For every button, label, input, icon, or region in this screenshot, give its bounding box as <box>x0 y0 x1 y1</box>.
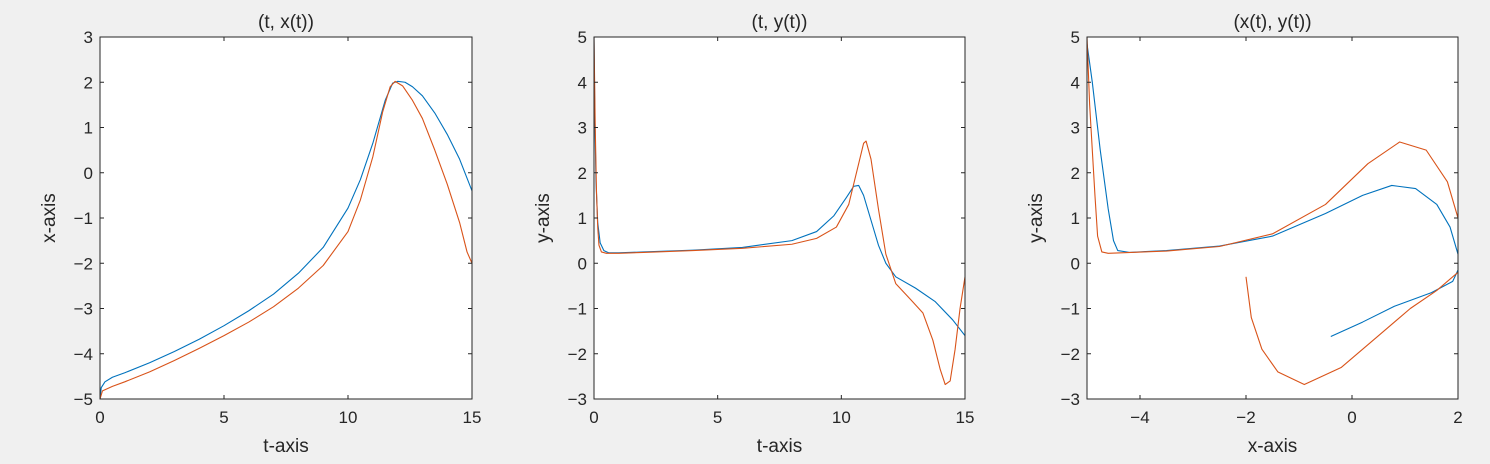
axis-ticks: 0 5 10 15 −3 −2 −1 0 1 2 3 4 5 <box>568 28 975 427</box>
subplot-title: (t, y(t)) <box>752 12 808 33</box>
y-tick-label: −2 <box>1061 345 1080 364</box>
y-tick-label: 2 <box>578 164 587 183</box>
series-lines <box>1087 37 1458 386</box>
x-tick-label: 2 <box>1453 408 1462 427</box>
y-tick-label: −3 <box>568 390 587 409</box>
x-tick-label: −2 <box>1236 408 1255 427</box>
y-tick-label: −1 <box>1061 300 1080 319</box>
x-tick-label: 0 <box>1347 408 1356 427</box>
series-line-2 <box>1087 37 1458 386</box>
y-tick-label: 1 <box>578 209 587 228</box>
x-axis-label: t-axis <box>757 436 802 457</box>
axis-ticks: −4 −2 0 2 −3 −2 −1 0 1 2 3 4 5 <box>1061 28 1463 427</box>
y-tick-label: 0 <box>578 254 587 273</box>
axes-background <box>1087 37 1458 399</box>
y-tick-label: −5 <box>74 390 93 409</box>
y-tick-label: 0 <box>1071 254 1080 273</box>
x-axis-label: t-axis <box>263 436 308 457</box>
x-axis-label: x-axis <box>1248 436 1298 457</box>
y-tick-label: 0 <box>84 164 93 183</box>
series-line-2 <box>100 80 472 399</box>
y-tick-label: 3 <box>1071 119 1080 138</box>
x-tick-label: 0 <box>589 408 598 427</box>
series-lines <box>594 37 965 386</box>
y-axis-label: y-axis <box>533 193 554 243</box>
x-tick-label: 0 <box>95 408 104 427</box>
x-tick-label: 10 <box>832 408 851 427</box>
y-tick-label: 2 <box>1071 164 1080 183</box>
y-tick-label: 5 <box>578 28 587 47</box>
x-tick-label: −4 <box>1130 408 1149 427</box>
x-tick-label: 5 <box>219 408 228 427</box>
axes-background <box>594 37 965 399</box>
y-axis-label: y-axis <box>1026 193 1047 243</box>
y-tick-label: 1 <box>84 119 93 138</box>
y-tick-label: 4 <box>578 73 587 92</box>
y-tick-label: −2 <box>568 345 587 364</box>
subplot-t-vs-x: 0 5 10 15 −5 −4 −3 −2 −1 0 1 2 3 (t, x(t)) t-axis x-… <box>39 12 481 457</box>
axes-background <box>100 37 472 399</box>
subplot-title: (t, x(t)) <box>258 12 314 33</box>
y-tick-label: −3 <box>1061 390 1080 409</box>
x-tick-label: 10 <box>339 408 358 427</box>
x-tick-label: 5 <box>713 408 722 427</box>
y-tick-label: 4 <box>1071 73 1080 92</box>
y-tick-label: 1 <box>1071 209 1080 228</box>
y-tick-label: −4 <box>74 345 93 364</box>
y-tick-label: −2 <box>74 254 93 273</box>
subplot-t-vs-y: 0 5 10 15 −3 −2 −1 0 1 2 3 4 5 (t, y(t)) t-axis y-ax… <box>533 12 974 457</box>
y-tick-label: −1 <box>74 209 93 228</box>
axis-ticks: 0 5 10 15 −5 −4 −3 −2 −1 0 1 2 3 <box>74 28 482 427</box>
series-line-1 <box>100 80 472 399</box>
x-tick-label: 15 <box>463 408 482 427</box>
y-tick-label: 3 <box>578 119 587 138</box>
y-tick-label: −3 <box>74 300 93 319</box>
series-line-2 <box>594 37 965 386</box>
series-lines <box>100 80 472 399</box>
y-tick-label: 2 <box>84 73 93 92</box>
y-tick-label: 3 <box>84 28 93 47</box>
subplot-x-vs-y: −4 −2 0 2 −3 −2 −1 0 1 2 3 4 5 (x(t), y(t)) x-axis y… <box>1026 12 1463 457</box>
series-line-1 <box>594 37 965 336</box>
y-tick-label: 5 <box>1071 28 1080 47</box>
y-tick-label: −1 <box>568 300 587 319</box>
x-tick-label: 15 <box>956 408 975 427</box>
y-axis-label: x-axis <box>39 193 60 243</box>
series-line-1 <box>1087 43 1458 338</box>
subplot-title: (x(t), y(t)) <box>1233 12 1311 33</box>
